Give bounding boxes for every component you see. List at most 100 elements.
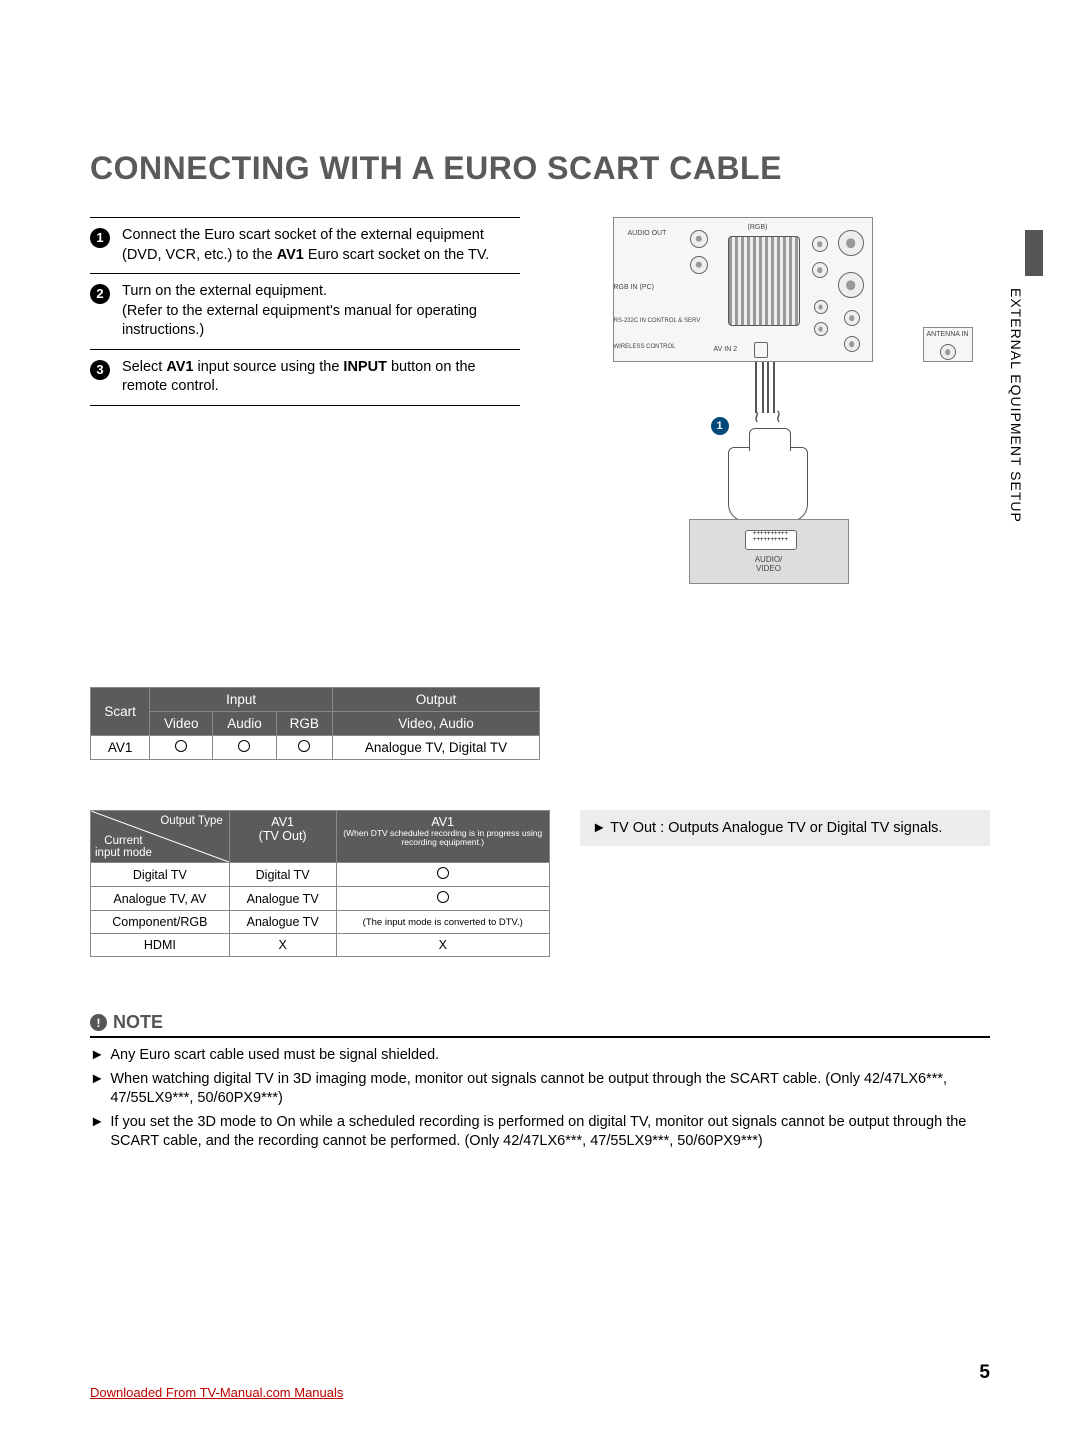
step-number: 1 [90,228,110,248]
step-text: Connect the Euro scart socket of the ext… [122,226,520,265]
th-diagonal: Output Type Currentinput mode [91,811,230,863]
output-mode-table: Output Type Currentinput mode AV1(TV Out… [90,810,550,957]
cell-video [150,736,213,760]
cell-input-mode: Analogue TV, AV [91,887,230,911]
jack-icon [814,322,828,336]
circle-icon [437,867,449,879]
cell-av1: X [229,934,336,957]
page-number: 5 [979,1362,990,1384]
table-row: HDMIXX [91,934,550,957]
cell-av1-dtv: (The input mode is converted to DTV.) [336,911,550,934]
label-wireless: WIRELESS CONTROL [614,344,676,350]
circle-icon [437,891,449,903]
label-av-in: AV IN 2 [714,346,738,353]
cell-rgb [276,736,332,760]
cell-av1-dtv [336,887,550,911]
steps-column: 1 Connect the Euro scart socket of the e… [90,217,520,587]
note-icon: ! [90,1014,107,1031]
step-1: 1 Connect the Euro scart socket of the e… [90,218,520,274]
jack-icon [940,344,956,360]
device-scart-port: ++++++++++++++++++++ [745,530,797,550]
triangle-icon: ► [90,1046,104,1066]
tvout-text: TV Out : Outputs Analogue TV or Digital … [610,820,942,836]
th-scart: Scart [91,688,150,736]
step-2: 2 Turn on the external equipment.(Refer … [90,274,520,350]
page-title: CONNECTING WITH A EURO SCART CABLE [90,150,990,187]
step-number: 2 [90,284,110,304]
th-output: Output [332,688,539,712]
download-link[interactable]: Downloaded From TV-Manual.com Manuals [90,1385,343,1400]
label-rgb-in: RGB IN (PC) [614,284,654,291]
tv-back-panel: AUDIO OUT (RGB) RGB IN (PC) RS-232C IN C… [613,217,873,362]
usb-port-icon [754,342,768,358]
footer-link: Downloaded From TV-Manual.com Manuals [90,1385,343,1400]
section-tab [1025,230,1043,276]
col3-main: AV1 [431,815,454,829]
scart-io-table: Scart Input Output Video Audio RGB Video… [90,687,540,760]
note-section: ! NOTE ► Any Euro scart cable used must b… [90,1012,990,1152]
th-va: Video, Audio [332,712,539,736]
diag-bot-label: Currentinput mode [95,835,152,859]
top-section: 1 Connect the Euro scart socket of the e… [90,217,990,587]
diag-top-label: Output Type [160,815,222,827]
callout-badge: 1 [711,417,729,435]
note-heading-text: NOTE [113,1012,163,1033]
label-control: RS-232C IN CONTROL & SERV [614,318,701,324]
note-text: When watching digital TV in 3D imaging m… [110,1070,990,1109]
th-col2: AV1(TV Out) [229,811,336,863]
note-item: ►If you set the 3D mode to On while a sc… [90,1113,990,1152]
tvout-note: ► TV Out : Outputs Analogue TV or Digita… [580,810,990,846]
cell-input-mode: Component/RGB [91,911,230,934]
row-output-modes: Output Type Currentinput mode AV1(TV Out… [90,810,990,957]
triangle-icon: ► [592,820,606,836]
step-text: Select AV1 input source using the INPUT … [122,358,520,397]
cell-av1-dtv: X [336,934,550,957]
col3-sub: (When DTV scheduled recording is in prog… [343,829,544,848]
note-item: ►When watching digital TV in 3D imaging … [90,1070,990,1109]
jack-icon [844,336,860,352]
antenna-box: ANTENNA IN [923,327,973,362]
cell-input-mode: Digital TV [91,863,230,887]
cell-av1: Digital TV [229,863,336,887]
th-rgb: RGB [276,712,332,736]
cell-audio [213,736,276,760]
jack-icon [812,262,828,278]
th-col3: AV1 (When DTV scheduled recording is in … [336,811,550,863]
external-device: ++++++++++++++++++++ AUDIO/VIDEO [689,519,849,584]
jack-icon [814,300,828,314]
jack-icon [838,272,864,298]
th-audio: Audio [213,712,276,736]
triangle-icon: ► [90,1070,104,1109]
label-audio-out: AUDIO OUT [628,230,667,237]
note-text: If you set the 3D mode to On while a sch… [110,1113,990,1152]
note-heading: ! NOTE [90,1012,990,1038]
cell-input-mode: HDMI [91,934,230,957]
connection-diagram: AUDIO OUT (RGB) RGB IN (PC) RS-232C IN C… [613,217,923,587]
device-label: AUDIO/VIDEO [690,555,848,573]
th-video: Video [150,712,213,736]
scart-socket-icon [728,236,800,326]
label-antenna: ANTENNA IN [926,331,968,338]
cell-out: Analogue TV, Digital TV [332,736,539,760]
note-item: ► Any Euro scart cable used must be signa… [90,1046,990,1066]
note-text: Any Euro scart cable used must be signal… [110,1046,439,1066]
table-row: Digital TVDigital TV [91,863,550,887]
step-3: 3 Select AV1 input source using the INPU… [90,350,520,406]
cable-break-icon: ≀ ≀ [743,413,793,427]
table-row: AV1 Analogue TV, Digital TV [91,736,540,760]
cell-av1: Analogue TV [229,911,336,934]
section-side-label: EXTERNAL EQUIPMENT SETUP [1008,288,1024,523]
cell-name: AV1 [91,736,150,760]
table-row: Component/RGBAnalogue TV(The input mode … [91,911,550,934]
table-row: Analogue TV, AVAnalogue TV [91,887,550,911]
step-number: 3 [90,360,110,380]
triangle-icon: ► [90,1113,104,1152]
jack-icon [690,230,708,248]
jack-icon [844,310,860,326]
jack-icon [838,230,864,256]
diagram-column: AUDIO OUT (RGB) RGB IN (PC) RS-232C IN C… [545,217,990,587]
label-rgb: (RGB) [748,224,768,231]
th-input: Input [150,688,333,712]
cell-av1-dtv [336,863,550,887]
circle-icon [238,740,250,752]
